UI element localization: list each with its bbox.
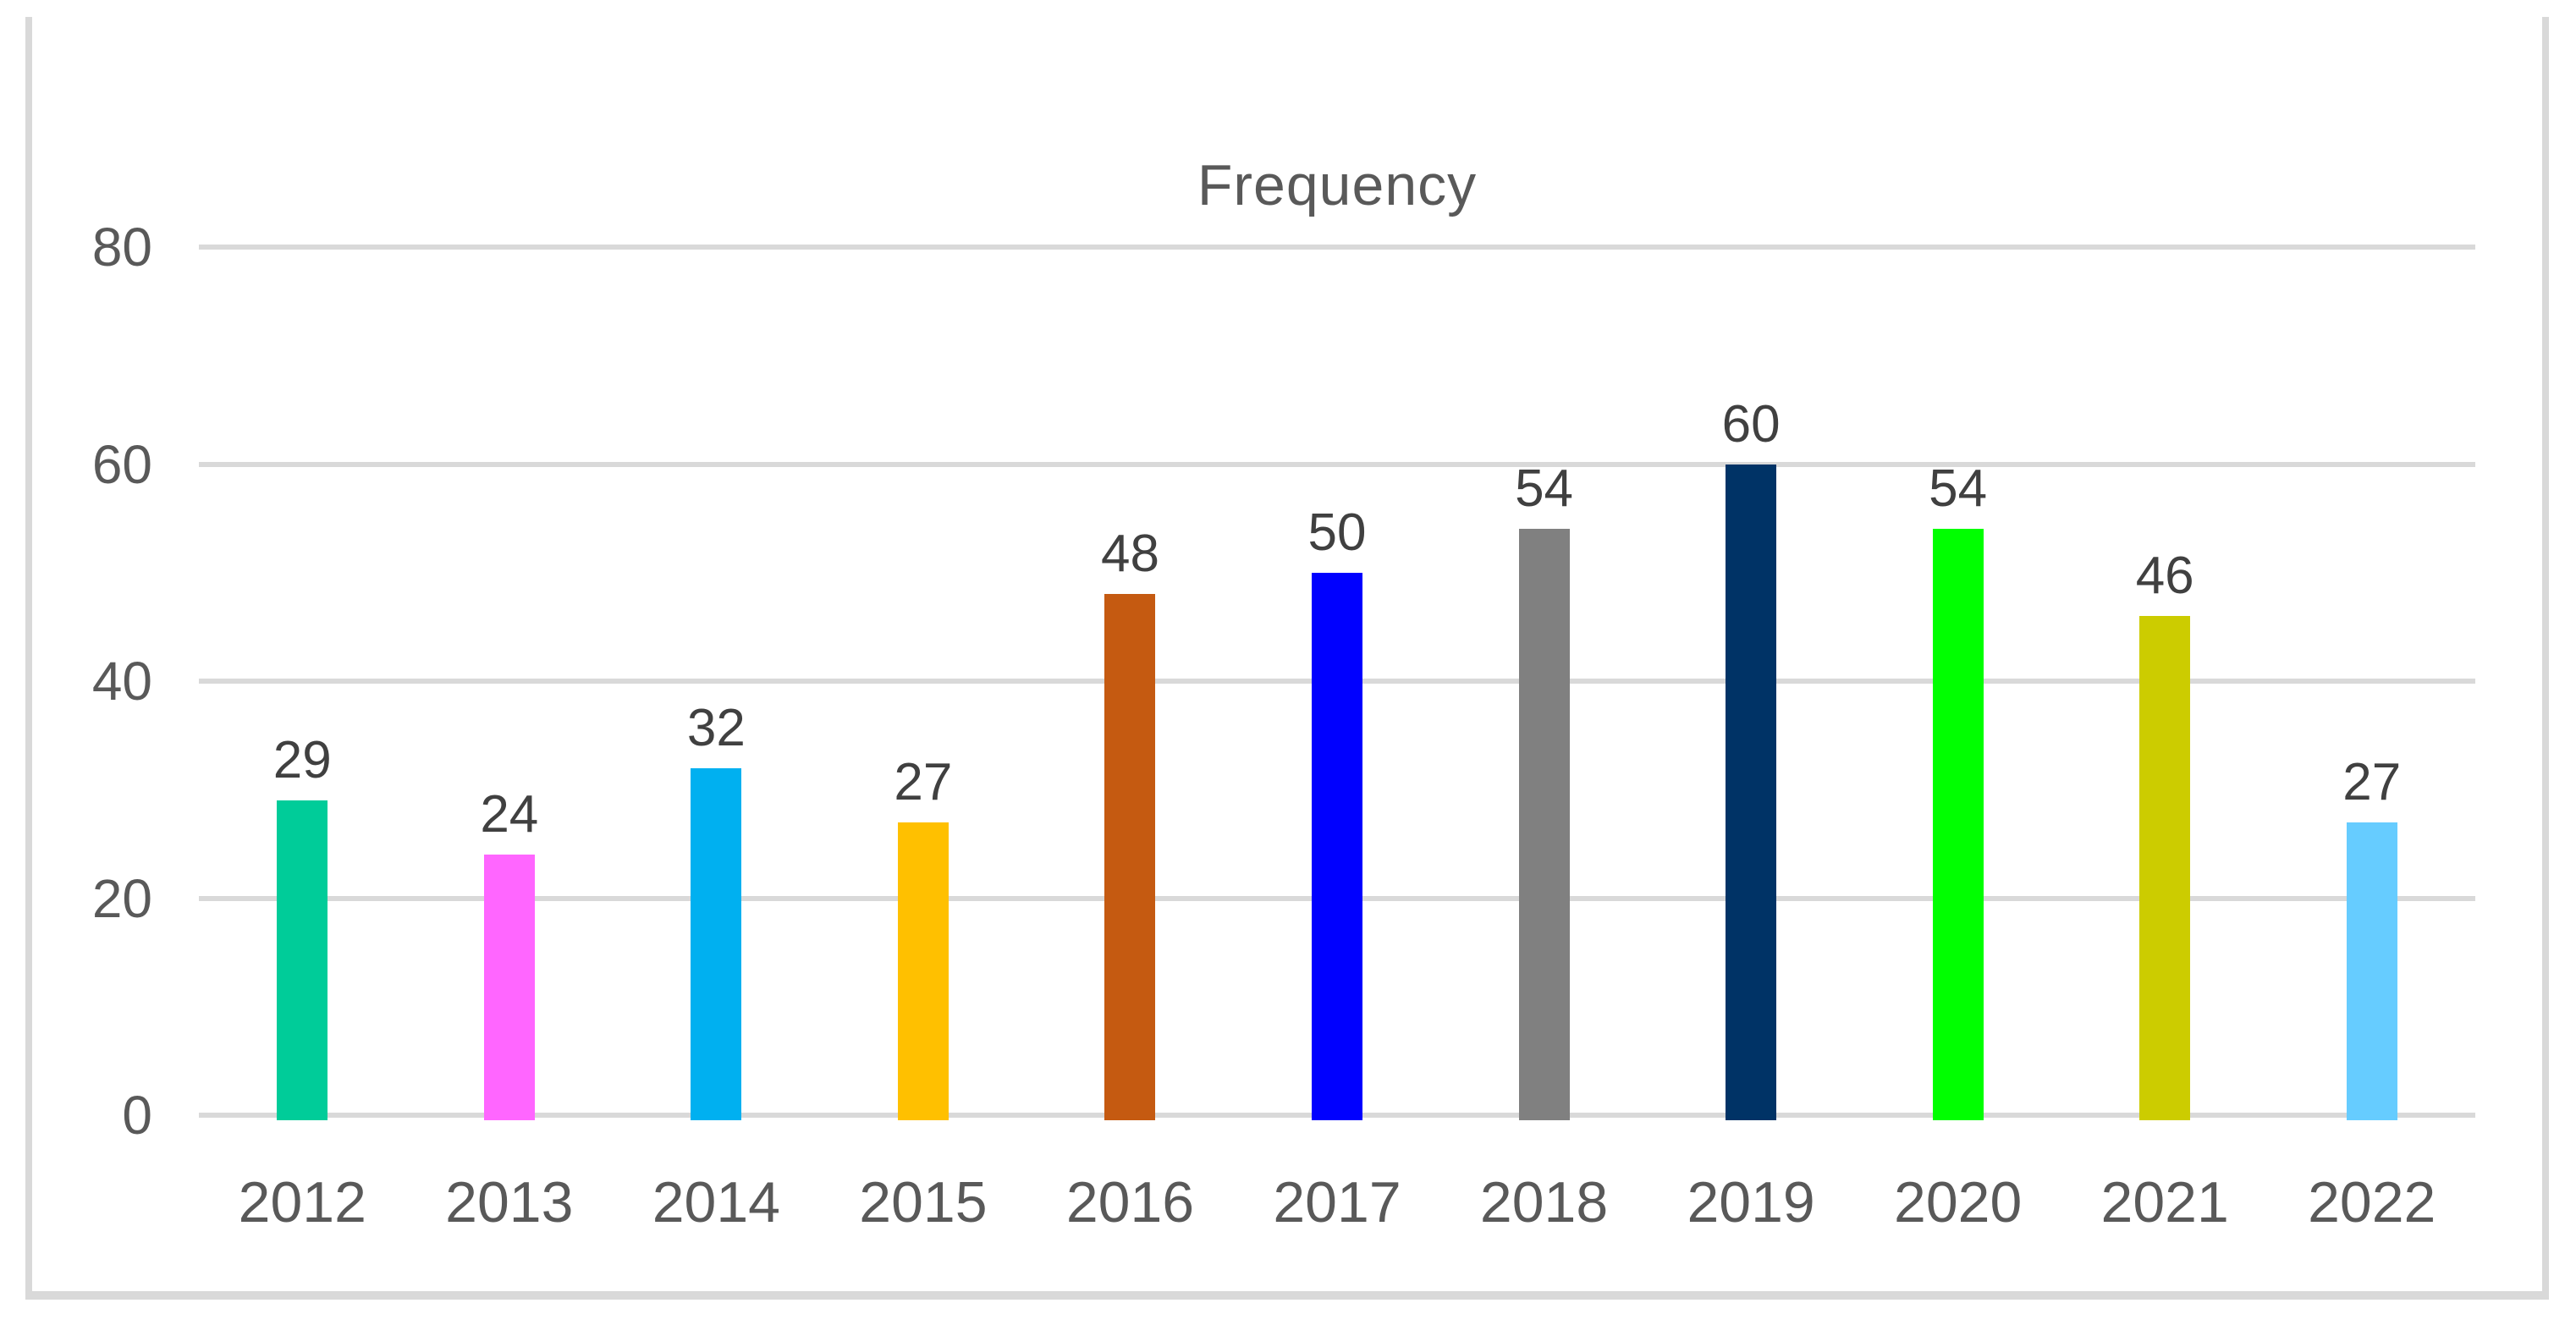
bar-value-label-2015: 27 <box>894 752 953 811</box>
bar-value-label-2020: 54 <box>1929 459 1988 519</box>
x-tick-label-2015: 2015 <box>859 1170 988 1234</box>
x-tick-label-2019: 2019 <box>1687 1170 1815 1234</box>
bar-value-label-2016: 48 <box>1100 525 1159 584</box>
bar-2018 <box>1518 529 1570 1120</box>
bar-value-label-2021: 46 <box>2135 547 2194 606</box>
bars-plot-area: 29 24 32 27 48 50 54 60 54 46 27 <box>199 247 2475 1120</box>
bar-slot-2015: 27 <box>820 247 1027 1120</box>
bar-2020 <box>1932 529 1984 1120</box>
bar-slot-2013: 24 <box>406 247 614 1120</box>
x-tick-label-2016: 2016 <box>1065 1170 1195 1234</box>
y-tick-label-40: 40 <box>91 651 152 712</box>
x-tick-label-2018: 2018 <box>1479 1170 1609 1234</box>
chart-title: Frequency <box>1197 153 1478 217</box>
y-tick-label-80: 80 <box>91 217 152 278</box>
y-tick-label-0: 0 <box>122 1085 152 1146</box>
y-tick-label-60: 60 <box>91 433 152 495</box>
x-tick-label-2012: 2012 <box>238 1170 366 1234</box>
bar-slot-2019: 60 <box>1648 247 1855 1120</box>
x-tick-label-2022: 2022 <box>2308 1170 2436 1234</box>
bar-2016 <box>1104 594 1156 1120</box>
bar-value-label-2019: 60 <box>1721 394 1781 454</box>
bar-value-label-2018: 54 <box>1515 459 1574 519</box>
bar-2015 <box>897 822 949 1120</box>
bar-value-label-2012: 29 <box>272 731 332 790</box>
bar-2013 <box>483 855 535 1120</box>
x-tick-label-2017: 2017 <box>1273 1170 1401 1234</box>
bar-value-label-2014: 32 <box>686 698 746 757</box>
bar-slot-2022: 27 <box>2268 247 2475 1120</box>
y-tick-label-20: 20 <box>91 867 152 929</box>
x-tick-label-2014: 2014 <box>652 1170 780 1234</box>
bar-value-label-2022: 27 <box>2342 752 2402 811</box>
x-tick-label-2013: 2013 <box>445 1170 574 1234</box>
bar-2014 <box>691 767 742 1120</box>
chart-frame-border <box>25 17 2549 1300</box>
gridline-80 <box>199 245 2475 250</box>
bar-slot-2020: 54 <box>1854 247 2061 1120</box>
x-axis-tick-labels: 2012 2013 2014 2015 2016 2017 2018 2019 2020 2021… <box>199 1169 2475 1235</box>
x-tick-label-2020: 2020 <box>1894 1170 2023 1234</box>
bar-value-label-2013: 24 <box>480 785 539 844</box>
bar-slot-2018: 54 <box>1440 247 1648 1120</box>
bar-2019 <box>1726 464 1777 1120</box>
bar-2021 <box>2139 616 2191 1120</box>
bar-slot-2016: 48 <box>1027 247 1234 1120</box>
bar-2012 <box>277 800 328 1120</box>
gridline-60 <box>199 461 2475 467</box>
bar-slot-2014: 32 <box>613 247 820 1120</box>
x-tick-label-2021: 2021 <box>2100 1170 2229 1234</box>
bar-slot-2012: 29 <box>199 247 406 1120</box>
bar-2017 <box>1312 572 1362 1120</box>
bar-value-label-2017: 50 <box>1307 503 1367 562</box>
bar-slot-2017: 50 <box>1234 247 1441 1120</box>
bar-2022 <box>2346 822 2397 1120</box>
bar-slot-2021: 46 <box>2061 247 2269 1120</box>
